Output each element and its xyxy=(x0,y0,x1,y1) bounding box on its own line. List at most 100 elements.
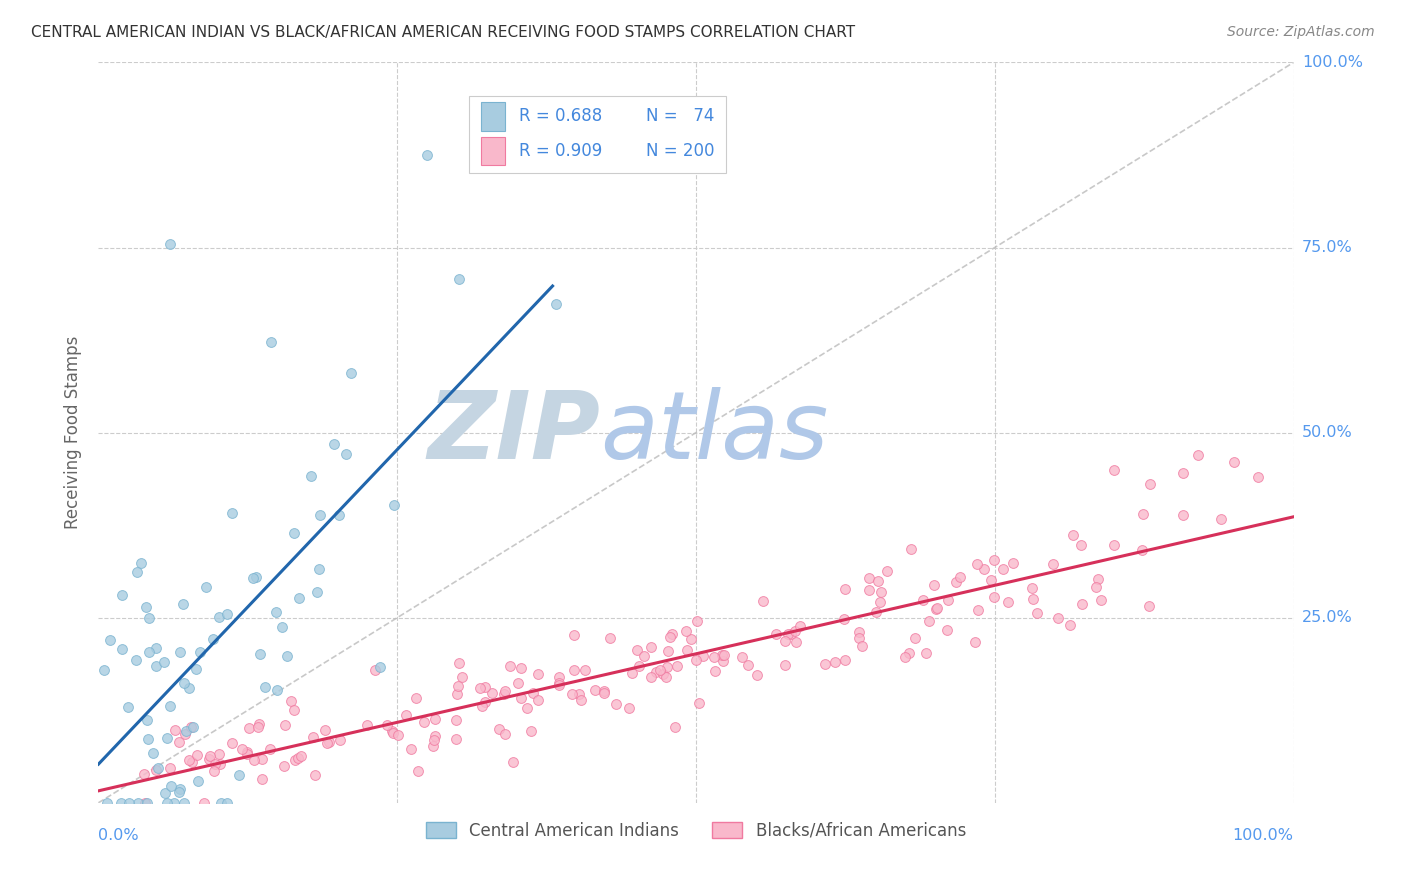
Point xyxy=(174,727,197,741)
Point xyxy=(644,665,666,680)
Point xyxy=(468,681,491,695)
Point xyxy=(783,624,806,639)
Point xyxy=(413,714,436,729)
Text: N =   74: N = 74 xyxy=(645,108,714,126)
Bar xyxy=(481,137,505,165)
Point xyxy=(221,736,243,750)
Point xyxy=(593,686,616,700)
Point xyxy=(900,541,922,556)
Point xyxy=(287,751,309,765)
Point xyxy=(527,693,550,707)
Point xyxy=(308,508,330,523)
Point xyxy=(447,679,470,693)
Point xyxy=(283,703,305,717)
Point xyxy=(666,658,689,673)
Point xyxy=(1132,507,1154,521)
Point xyxy=(626,643,648,657)
Point xyxy=(444,714,467,728)
Text: N = 200: N = 200 xyxy=(645,143,714,161)
Point xyxy=(561,687,583,701)
Point xyxy=(270,620,292,634)
Point xyxy=(93,663,115,677)
Point xyxy=(692,649,714,664)
Point xyxy=(375,717,398,731)
Point xyxy=(159,236,181,251)
Point xyxy=(328,508,350,522)
Point xyxy=(173,796,195,810)
Point xyxy=(1042,557,1064,571)
Point xyxy=(221,506,243,520)
Point xyxy=(520,723,543,738)
Point xyxy=(1025,606,1047,620)
Point xyxy=(247,716,270,731)
Point xyxy=(111,589,134,603)
Point xyxy=(387,728,409,742)
Point xyxy=(509,690,531,705)
Point xyxy=(936,593,959,607)
Point xyxy=(858,582,880,597)
Point xyxy=(242,571,264,585)
Point xyxy=(621,666,644,681)
Point xyxy=(925,601,948,615)
Point xyxy=(789,618,811,632)
Point xyxy=(155,786,177,800)
Point xyxy=(422,739,444,753)
Text: 25.0%: 25.0% xyxy=(1302,610,1353,625)
Point xyxy=(129,556,152,570)
Point xyxy=(676,643,699,657)
Point xyxy=(447,272,470,286)
Point xyxy=(181,720,204,734)
Point xyxy=(898,646,921,660)
Point xyxy=(231,742,253,756)
Point xyxy=(686,614,709,628)
Point xyxy=(444,731,467,746)
Point xyxy=(167,735,190,749)
Point xyxy=(356,718,378,732)
Point xyxy=(834,582,856,596)
Point xyxy=(851,640,873,654)
Point xyxy=(527,666,550,681)
Text: ZIP: ZIP xyxy=(427,386,600,479)
Bar xyxy=(481,103,505,130)
Point xyxy=(188,645,211,659)
Point xyxy=(704,664,727,678)
Point xyxy=(648,663,671,677)
Point xyxy=(1090,593,1112,607)
Y-axis label: Receiving Food Stamps: Receiving Food Stamps xyxy=(65,336,83,529)
Point xyxy=(494,727,516,741)
Point xyxy=(1173,466,1195,480)
Point xyxy=(711,654,734,668)
Point xyxy=(250,772,273,786)
Point xyxy=(290,749,312,764)
Point xyxy=(446,687,468,701)
Point xyxy=(127,565,149,579)
Point xyxy=(904,631,927,645)
Point xyxy=(160,779,183,793)
Point xyxy=(949,569,972,583)
Point xyxy=(368,660,391,674)
Point xyxy=(186,662,208,676)
Point xyxy=(169,782,191,797)
Point xyxy=(217,607,239,621)
Point xyxy=(474,680,496,694)
Point xyxy=(737,658,759,673)
Legend: Central American Indians, Blacks/African Americans: Central American Indians, Blacks/African… xyxy=(419,815,973,847)
Point xyxy=(406,764,429,778)
Point xyxy=(339,366,361,380)
Point xyxy=(966,603,988,617)
Point xyxy=(169,784,191,798)
Point xyxy=(681,632,703,647)
Point xyxy=(447,657,470,671)
Point xyxy=(1085,581,1108,595)
Point xyxy=(235,745,257,759)
Point xyxy=(323,437,346,451)
Point xyxy=(547,678,569,692)
Point xyxy=(865,605,887,619)
Point xyxy=(381,724,404,739)
Point xyxy=(187,773,209,788)
Point xyxy=(198,748,221,763)
Point xyxy=(657,643,679,657)
Point xyxy=(1139,477,1161,491)
Point xyxy=(159,760,181,774)
Point xyxy=(568,688,591,702)
